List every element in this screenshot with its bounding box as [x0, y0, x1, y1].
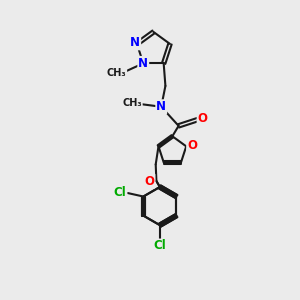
Text: Cl: Cl	[154, 239, 166, 253]
Text: CH₃: CH₃	[122, 98, 142, 108]
Text: CH₃: CH₃	[107, 68, 126, 78]
Text: N: N	[138, 57, 148, 70]
Text: N: N	[156, 100, 166, 113]
Text: O: O	[198, 112, 208, 125]
Text: O: O	[187, 139, 197, 152]
Text: Cl: Cl	[114, 186, 126, 199]
Text: N: N	[130, 36, 140, 50]
Text: O: O	[145, 175, 154, 188]
